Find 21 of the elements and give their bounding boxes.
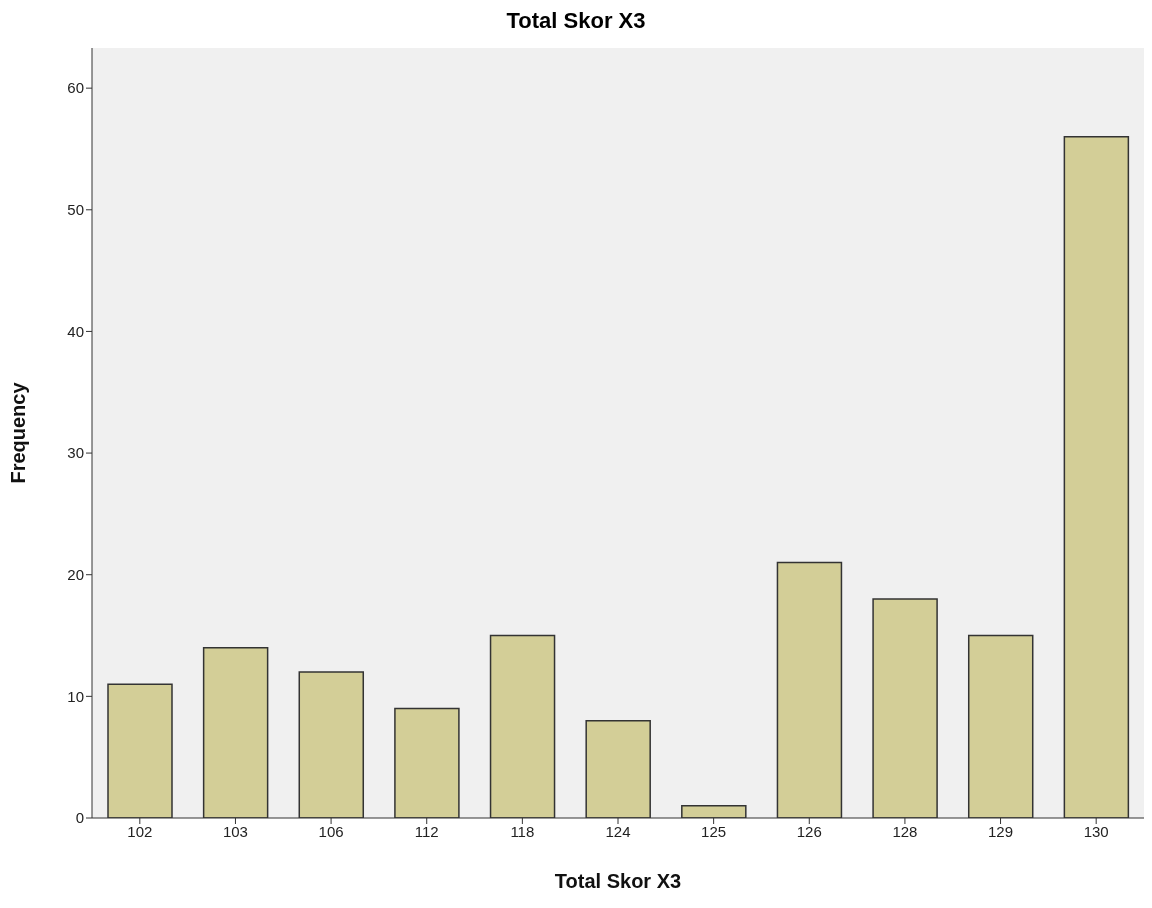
x-tick-label: 129 — [988, 822, 1014, 840]
x-tick-label: 125 — [701, 822, 727, 840]
x-tick-label: 103 — [222, 822, 248, 840]
y-tick-label: 60 — [67, 79, 84, 97]
x-tick-label: 130 — [1083, 822, 1109, 840]
x-tick-label: 102 — [127, 822, 153, 840]
y-tick-label: 30 — [67, 444, 84, 462]
y-tick-label: 0 — [75, 809, 84, 827]
y-axis-title: Frequency — [7, 381, 30, 484]
x-tick-label: 118 — [510, 822, 535, 840]
y-tick-label: 20 — [67, 566, 84, 584]
x-tick-label: 124 — [605, 822, 631, 840]
chart-title: Total Skor X3 — [505, 8, 647, 35]
y-tick-label: 50 — [67, 201, 84, 219]
x-tick-label: 112 — [414, 822, 439, 840]
x-tick-label: 126 — [796, 822, 822, 840]
x-axis-title: Total Skor X3 — [554, 870, 682, 892]
y-tick-label: 10 — [67, 687, 84, 705]
x-tick-label: 128 — [892, 822, 918, 840]
y-tick-label: 40 — [67, 322, 84, 340]
x-tick-label: 106 — [318, 822, 344, 840]
